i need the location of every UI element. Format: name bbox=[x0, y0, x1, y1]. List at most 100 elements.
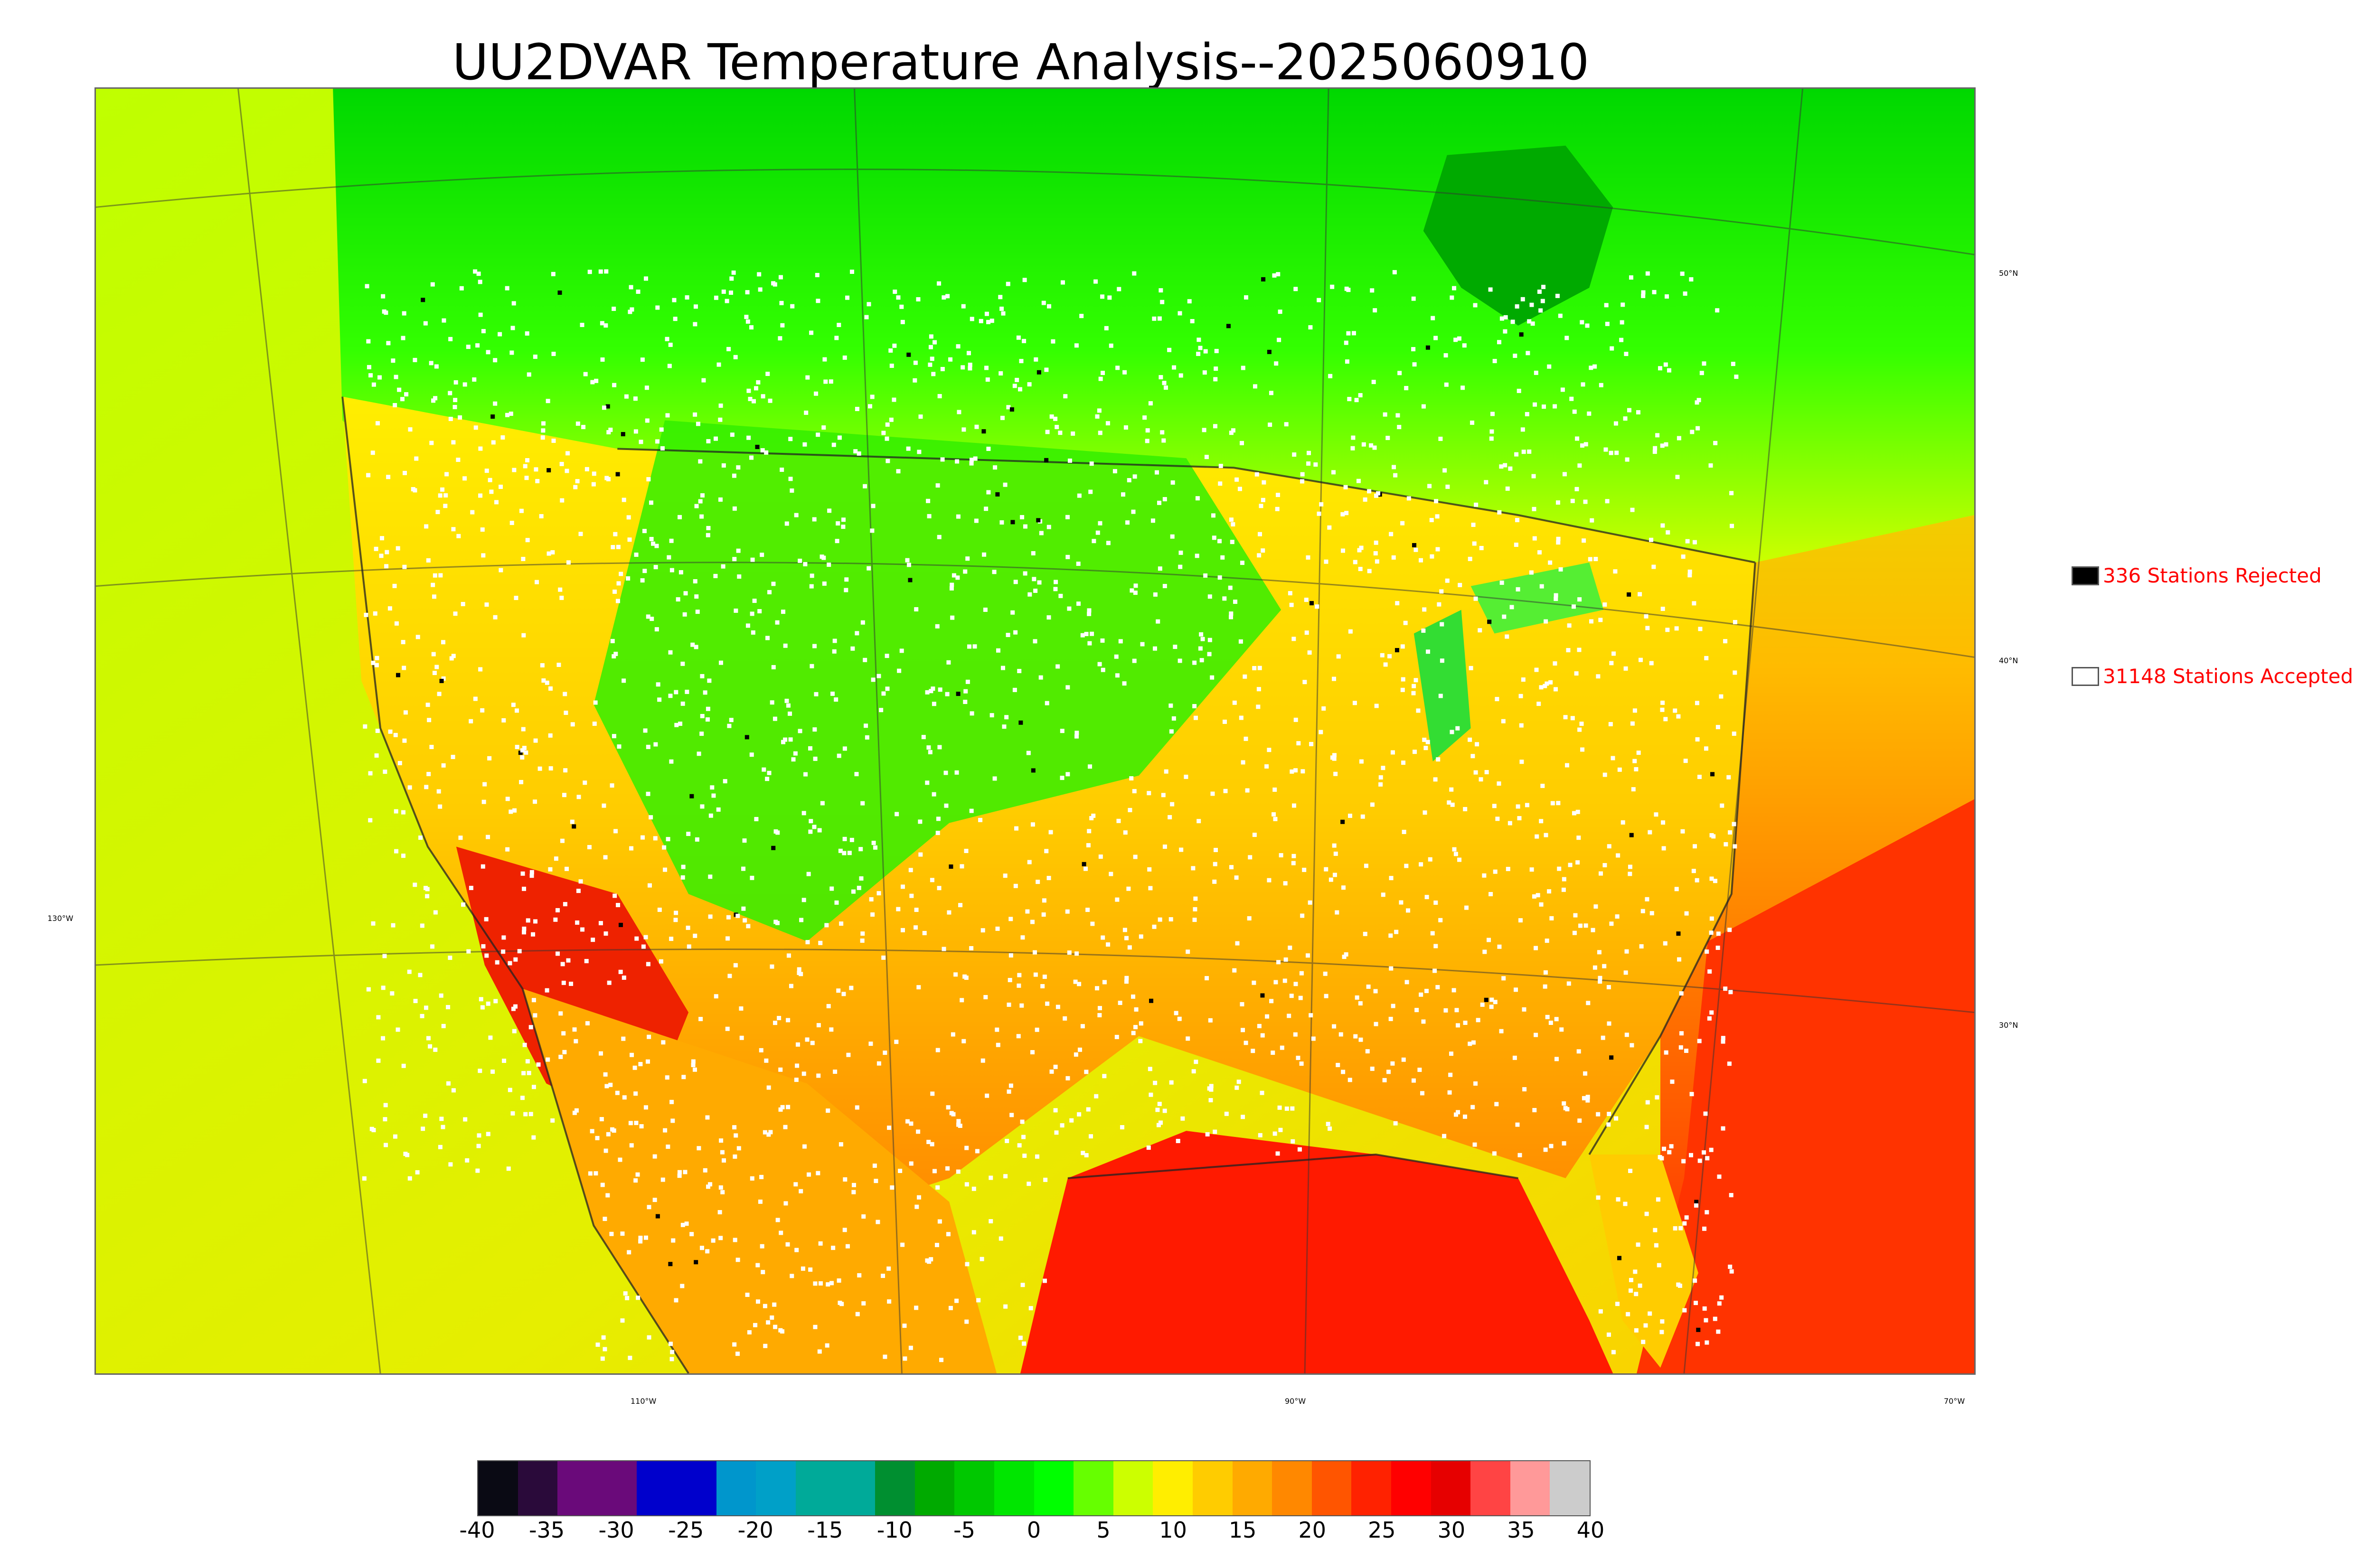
station-accepted bbox=[1017, 1143, 1022, 1148]
station-accepted bbox=[1115, 897, 1120, 902]
station-accepted bbox=[449, 656, 454, 661]
station-accepted bbox=[954, 770, 959, 775]
station-accepted bbox=[381, 986, 386, 990]
station-accepted bbox=[1355, 995, 1359, 1000]
colorbar-segment bbox=[1034, 1461, 1074, 1515]
station-accepted bbox=[687, 944, 691, 949]
station-accepted bbox=[551, 272, 556, 276]
station-accepted bbox=[893, 290, 897, 294]
station-accepted bbox=[1173, 645, 1178, 649]
station-accepted bbox=[913, 360, 918, 365]
station-accepted bbox=[456, 458, 461, 462]
station-accepted bbox=[718, 1185, 723, 1190]
station-accepted bbox=[1297, 1147, 1302, 1152]
station-accepted bbox=[451, 527, 456, 532]
station-accepted bbox=[822, 581, 827, 586]
station-accepted bbox=[1076, 601, 1081, 606]
station-accepted bbox=[935, 831, 940, 836]
station-accepted bbox=[1020, 935, 1025, 940]
station-accepted bbox=[1283, 957, 1288, 962]
station-accepted bbox=[1017, 669, 1022, 674]
station-accepted bbox=[1516, 804, 1520, 809]
station-accepted bbox=[481, 944, 486, 948]
station-accepted bbox=[887, 1299, 892, 1304]
station-accepted bbox=[1515, 518, 1520, 523]
station-accepted bbox=[1288, 945, 1292, 950]
station-accepted bbox=[371, 921, 376, 926]
station-accepted bbox=[1306, 555, 1310, 560]
station-accepted bbox=[1596, 1195, 1601, 1200]
station-accepted bbox=[437, 692, 442, 696]
station-accepted bbox=[794, 1248, 799, 1252]
station-accepted bbox=[963, 689, 968, 694]
station-accepted bbox=[889, 363, 894, 368]
station-accepted bbox=[570, 819, 575, 824]
station-accepted bbox=[931, 686, 935, 691]
station-accepted bbox=[484, 602, 489, 607]
station-accepted bbox=[985, 377, 990, 382]
station-accepted bbox=[394, 849, 399, 854]
station-accepted bbox=[1411, 1078, 1416, 1083]
station-accepted bbox=[1158, 917, 1162, 922]
station-accepted bbox=[1042, 898, 1046, 903]
colorbar-segment bbox=[1470, 1461, 1510, 1515]
station-accepted bbox=[1381, 766, 1385, 770]
station-accepted bbox=[797, 967, 801, 972]
station-accepted bbox=[600, 357, 605, 362]
station-accepted bbox=[443, 504, 448, 508]
station-accepted bbox=[1019, 1003, 1024, 1008]
station-accepted bbox=[855, 1312, 860, 1316]
station-accepted bbox=[1196, 819, 1201, 824]
station-accepted bbox=[1709, 930, 1714, 935]
station-accepted bbox=[1132, 658, 1137, 663]
station-accepted bbox=[1607, 844, 1611, 849]
station-accepted bbox=[965, 679, 970, 684]
station-accepted bbox=[1034, 357, 1038, 362]
station-accepted bbox=[842, 746, 847, 751]
station-accepted bbox=[528, 1025, 533, 1030]
station-accepted bbox=[1419, 992, 1423, 997]
station-accepted bbox=[642, 529, 647, 534]
station-accepted bbox=[580, 322, 584, 327]
station-rejected bbox=[421, 298, 425, 302]
station-accepted bbox=[1158, 1120, 1163, 1125]
station-accepted bbox=[956, 1169, 961, 1174]
station-accepted bbox=[1089, 1134, 1093, 1139]
station-accepted bbox=[609, 1231, 614, 1236]
station-accepted bbox=[1065, 554, 1070, 559]
station-accepted bbox=[498, 332, 502, 337]
station-accepted bbox=[1456, 1110, 1460, 1115]
station-accepted bbox=[1554, 687, 1558, 692]
station-accepted bbox=[1648, 830, 1652, 835]
station-accepted bbox=[788, 477, 793, 481]
station-accepted bbox=[1347, 1078, 1352, 1082]
station-accepted bbox=[843, 1177, 848, 1182]
station-accepted bbox=[413, 883, 417, 887]
station-accepted bbox=[1013, 883, 1018, 888]
station-accepted bbox=[1324, 559, 1328, 564]
station-accepted bbox=[1235, 941, 1240, 946]
station-accepted bbox=[1534, 370, 1538, 375]
station-rejected bbox=[1627, 592, 1631, 597]
station-accepted bbox=[1473, 596, 1478, 601]
station-accepted bbox=[1290, 769, 1294, 774]
station-accepted bbox=[659, 959, 663, 964]
station-accepted bbox=[1717, 1174, 1722, 1179]
station-accepted bbox=[1356, 479, 1361, 483]
station-accepted bbox=[762, 767, 766, 772]
station-accepted bbox=[1406, 908, 1411, 913]
station-accepted bbox=[1674, 887, 1679, 892]
station-accepted bbox=[1184, 774, 1188, 779]
station-accepted bbox=[1089, 816, 1094, 820]
station-accepted bbox=[1049, 414, 1054, 419]
temperature-map[interactable] bbox=[94, 87, 1976, 1375]
station-accepted bbox=[1689, 277, 1694, 282]
station-accepted bbox=[1118, 1001, 1122, 1005]
station-accepted bbox=[487, 756, 492, 761]
station-accepted bbox=[433, 910, 438, 915]
station-accepted bbox=[434, 364, 439, 369]
station-accepted bbox=[1352, 701, 1357, 705]
station-accepted bbox=[717, 1210, 722, 1214]
station-accepted bbox=[1321, 706, 1326, 711]
station-accepted bbox=[622, 678, 626, 683]
